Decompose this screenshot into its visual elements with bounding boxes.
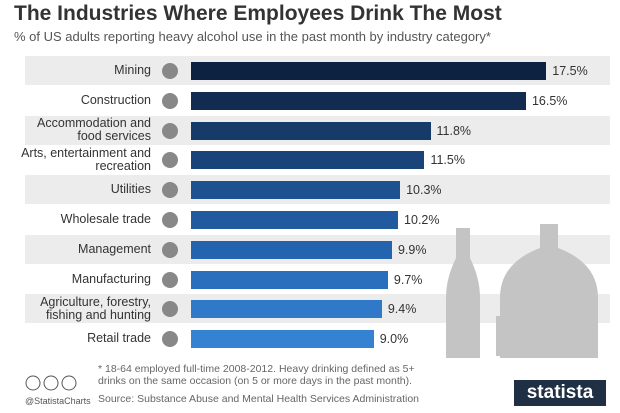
category-icon <box>162 122 178 139</box>
bar <box>191 300 382 319</box>
category-label: Utilities <box>110 182 151 197</box>
category-label: Retail trade <box>87 331 151 346</box>
category-icon <box>162 331 178 348</box>
value-label: 9.0% <box>379 332 409 347</box>
bar <box>191 270 388 289</box>
category-label: Agriculture, forestry, fishing and hunti… <box>40 294 151 322</box>
category-icon <box>162 212 178 228</box>
bar <box>191 211 399 229</box>
value-label: 10.2% <box>404 213 440 227</box>
source: Source: Substance Abuse and Mental Healt… <box>98 393 420 405</box>
category-icon <box>162 301 178 318</box>
value-label: 10.3% <box>406 183 442 198</box>
category-icon <box>162 92 178 109</box>
value-label: 11.8% <box>436 123 472 138</box>
bar <box>191 240 392 259</box>
value-label: 9.7% <box>393 272 423 287</box>
category-label: Accommodation and food services <box>37 116 151 144</box>
category-label: Management <box>78 241 151 256</box>
category-label: Construction <box>80 92 151 107</box>
bar <box>191 91 526 110</box>
value-label: 11.5% <box>430 153 465 168</box>
category-icon <box>162 241 178 258</box>
value-label: 17.5% <box>552 64 588 78</box>
license-icons <box>25 375 77 391</box>
chart-title: The Industries Where Employees Drink The… <box>14 2 502 25</box>
category-label: Wholesale trade <box>60 212 151 226</box>
value-label: 9.9% <box>397 242 427 257</box>
category-icon <box>162 271 178 288</box>
bottle-illustration <box>446 224 598 358</box>
category-label: Manufacturing <box>71 271 151 286</box>
category-icon <box>162 182 178 199</box>
value-label: 16.5% <box>531 93 568 108</box>
bar <box>191 330 374 349</box>
footnote: * 18-64 employed full-time 2008-2012. He… <box>98 363 415 387</box>
category-label: Mining <box>114 63 151 77</box>
brand-logo: statista <box>514 380 606 406</box>
bar <box>191 181 401 200</box>
bar <box>191 62 547 80</box>
bar <box>191 151 425 170</box>
category-label: Arts, entertainment and recreation <box>21 145 151 173</box>
value-label: 9.4% <box>387 302 417 317</box>
category-icon <box>162 152 178 169</box>
bar <box>191 121 431 140</box>
category-icon <box>162 63 178 79</box>
chart-subtitle: % of US adults reporting heavy alcohol u… <box>14 29 491 44</box>
credit: @StatistaCharts <box>25 396 91 406</box>
